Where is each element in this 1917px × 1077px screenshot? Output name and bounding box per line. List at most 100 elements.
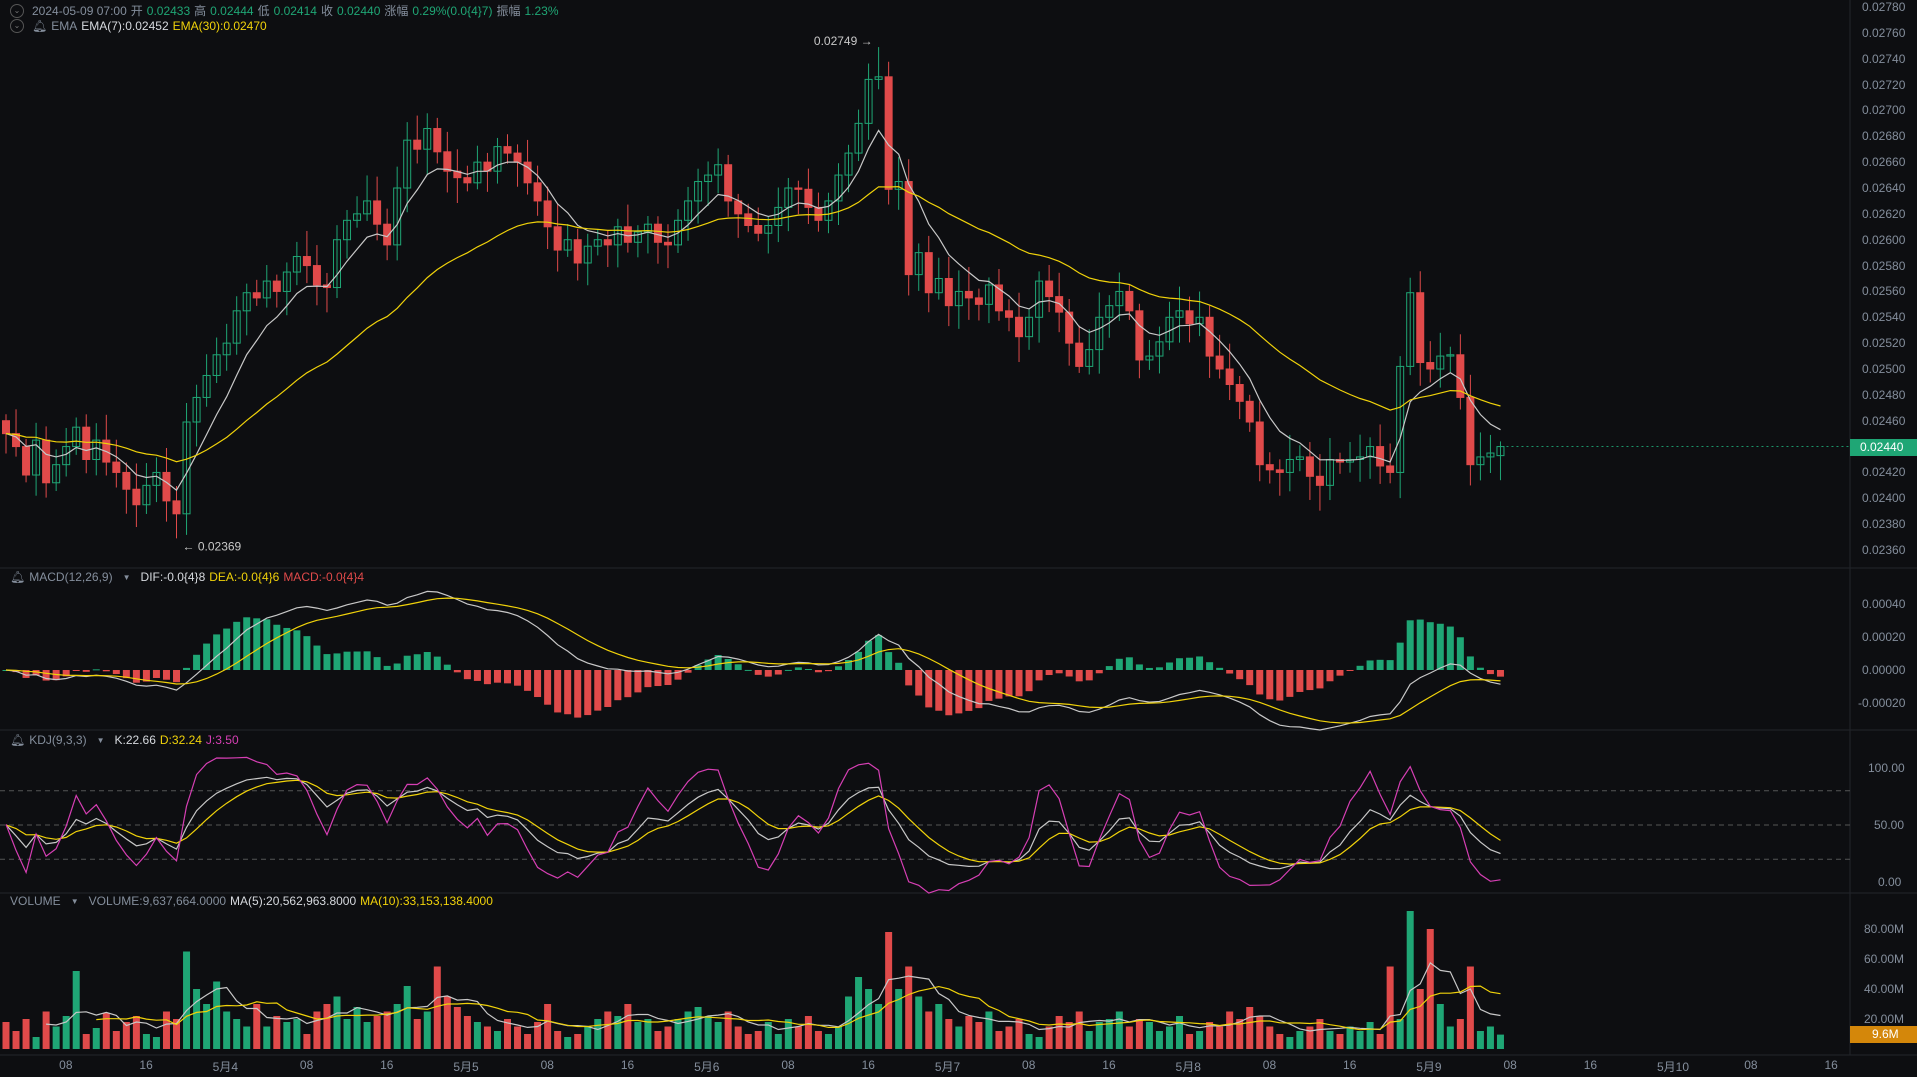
candle-body xyxy=(694,181,703,202)
collapse-chevron-icon[interactable]: ⌄ xyxy=(10,3,24,18)
price-axis-tick: 0.02620 xyxy=(1862,206,1906,221)
macd-histogram-bar xyxy=(1015,670,1023,697)
macd-histogram-bar xyxy=(393,663,401,670)
volume-bar xyxy=(343,1019,351,1049)
volume-bar xyxy=(544,1004,552,1049)
volume-ma10-value: MA(10):33,153,138.4000 xyxy=(360,894,493,908)
ema-indicator-name[interactable]: EMA xyxy=(51,19,78,33)
macd-histogram-bar xyxy=(1165,662,1173,670)
candle-body xyxy=(1235,384,1244,402)
macd-histogram-bar xyxy=(634,670,642,693)
bell-icon[interactable]: 🔔︎ xyxy=(32,19,48,33)
macd-histogram-bar xyxy=(554,670,562,713)
volume-bar xyxy=(995,1031,1003,1049)
volume-bar xyxy=(52,1026,60,1049)
macd-histogram-bar xyxy=(1386,660,1394,670)
macd-histogram-bar xyxy=(343,651,351,670)
volume-bar xyxy=(564,1037,572,1049)
volume-bar xyxy=(1386,966,1394,1049)
bell-icon[interactable]: 🔔︎ xyxy=(10,570,26,584)
volume-bar xyxy=(443,996,451,1049)
volume-bar xyxy=(122,1022,130,1049)
macd-histogram-bar xyxy=(1496,670,1504,677)
candle-body xyxy=(503,146,512,154)
volume-legend: VOLUME ▼ VOLUME:9,637,664.0000 MA(5):20,… xyxy=(10,894,493,908)
volume-bar xyxy=(1336,1034,1344,1049)
dropdown-caret-icon[interactable]: ▼ xyxy=(70,896,79,906)
dropdown-caret-icon[interactable]: ▼ xyxy=(122,572,131,582)
volume-bar xyxy=(824,1034,832,1049)
macd-histogram-bar xyxy=(42,670,50,681)
price-axis-tick: 0.02480 xyxy=(1862,387,1906,402)
volume-bar xyxy=(1426,929,1434,1049)
volume-bar xyxy=(102,1013,110,1049)
price-axis-tick: 0.02460 xyxy=(1862,413,1906,428)
candle-body xyxy=(613,226,622,246)
candle-body xyxy=(834,174,843,202)
bell-icon[interactable]: 🔔︎ xyxy=(10,733,26,747)
volume-bar xyxy=(293,1019,301,1049)
macd-histogram-bar xyxy=(32,670,40,676)
volume-bar xyxy=(644,1019,652,1049)
time-axis-tick: 08 xyxy=(1262,1058,1277,1072)
time-axis-tick: 08 xyxy=(1744,1058,1758,1072)
volume-bar xyxy=(1346,1026,1354,1049)
candle-body xyxy=(262,280,271,299)
volume-axis-tick: 80.00M xyxy=(1864,922,1905,936)
candle-body xyxy=(724,164,733,202)
kdj-k-line xyxy=(5,776,1501,870)
close-value: 0.02440 xyxy=(336,3,381,18)
volume-bar xyxy=(1186,1034,1194,1049)
macd-histogram-bar xyxy=(162,670,170,680)
macd-histogram-bar xyxy=(1155,667,1163,670)
volume-bar xyxy=(223,1011,231,1049)
candle-body xyxy=(423,128,432,150)
volume-bar xyxy=(1306,1026,1314,1049)
macd-histogram-bar xyxy=(594,670,602,711)
candle-body xyxy=(603,239,612,246)
volume-bar xyxy=(12,1031,20,1049)
price-axis-tick: 0.02780 xyxy=(1862,0,1906,14)
candle-body xyxy=(774,206,783,226)
price-axis-tick: 0.02740 xyxy=(1862,51,1906,66)
volume-bar xyxy=(955,1026,963,1049)
price-axis-tick: 0.02560 xyxy=(1862,284,1906,299)
ema7-value: EMA(7):0.02452 xyxy=(81,19,169,33)
macd-histogram-bar xyxy=(1476,667,1484,670)
macd-histogram-bar xyxy=(1145,667,1153,670)
macd-axis-tick: 0.00000 xyxy=(1862,663,1906,677)
time-axis-tick: 16 xyxy=(620,1058,635,1072)
volume-bar xyxy=(634,1022,642,1049)
volume-indicator-name[interactable]: VOLUME xyxy=(10,894,61,908)
volume-bar xyxy=(1326,1031,1334,1049)
macd-histogram-bar xyxy=(213,634,221,670)
time-axis-tick: 08 xyxy=(1503,1058,1517,1072)
dropdown-caret-icon[interactable]: ▼ xyxy=(96,735,105,745)
macd-indicator-name[interactable]: MACD(12,26,9) xyxy=(29,570,113,584)
macd-histogram-bar xyxy=(453,670,461,673)
macd-histogram-bar xyxy=(1206,662,1214,670)
volume-bar xyxy=(744,1034,752,1049)
current-volume-tag: 9.6M xyxy=(1850,1026,1917,1043)
amplitude-value: 1.23% xyxy=(524,3,559,18)
candle-body xyxy=(42,439,51,484)
macd-histogram-bar xyxy=(433,656,441,670)
kdj-d-line xyxy=(5,779,1501,865)
macd-legend: 🔔︎ MACD(12,26,9) ▼ DIF:-0.0{4}8 DEA:-0.0… xyxy=(10,570,364,584)
candle-body xyxy=(162,471,171,502)
candle-body xyxy=(1015,316,1024,338)
macd-histogram-bar xyxy=(1296,670,1304,692)
volume-axis-tick: 40.00M xyxy=(1864,982,1905,996)
kdj-indicator-name[interactable]: KDJ(9,3,3) xyxy=(29,733,87,747)
candle-body xyxy=(202,374,211,398)
macd-histogram-bar xyxy=(975,670,983,709)
collapse-chevron-icon[interactable]: ⌄ xyxy=(10,19,24,33)
max-price-annotation: 0.02749 → xyxy=(814,34,873,48)
macd-histogram-bar xyxy=(1466,656,1474,670)
macd-histogram-bar xyxy=(504,670,511,684)
volume-bar xyxy=(925,1011,933,1049)
volume-bar xyxy=(714,1022,722,1049)
ema-legend: ⌄ 🔔︎ EMA EMA(7):0.02452 EMA(30):0.02470 xyxy=(10,19,267,33)
candle-body xyxy=(553,226,562,251)
